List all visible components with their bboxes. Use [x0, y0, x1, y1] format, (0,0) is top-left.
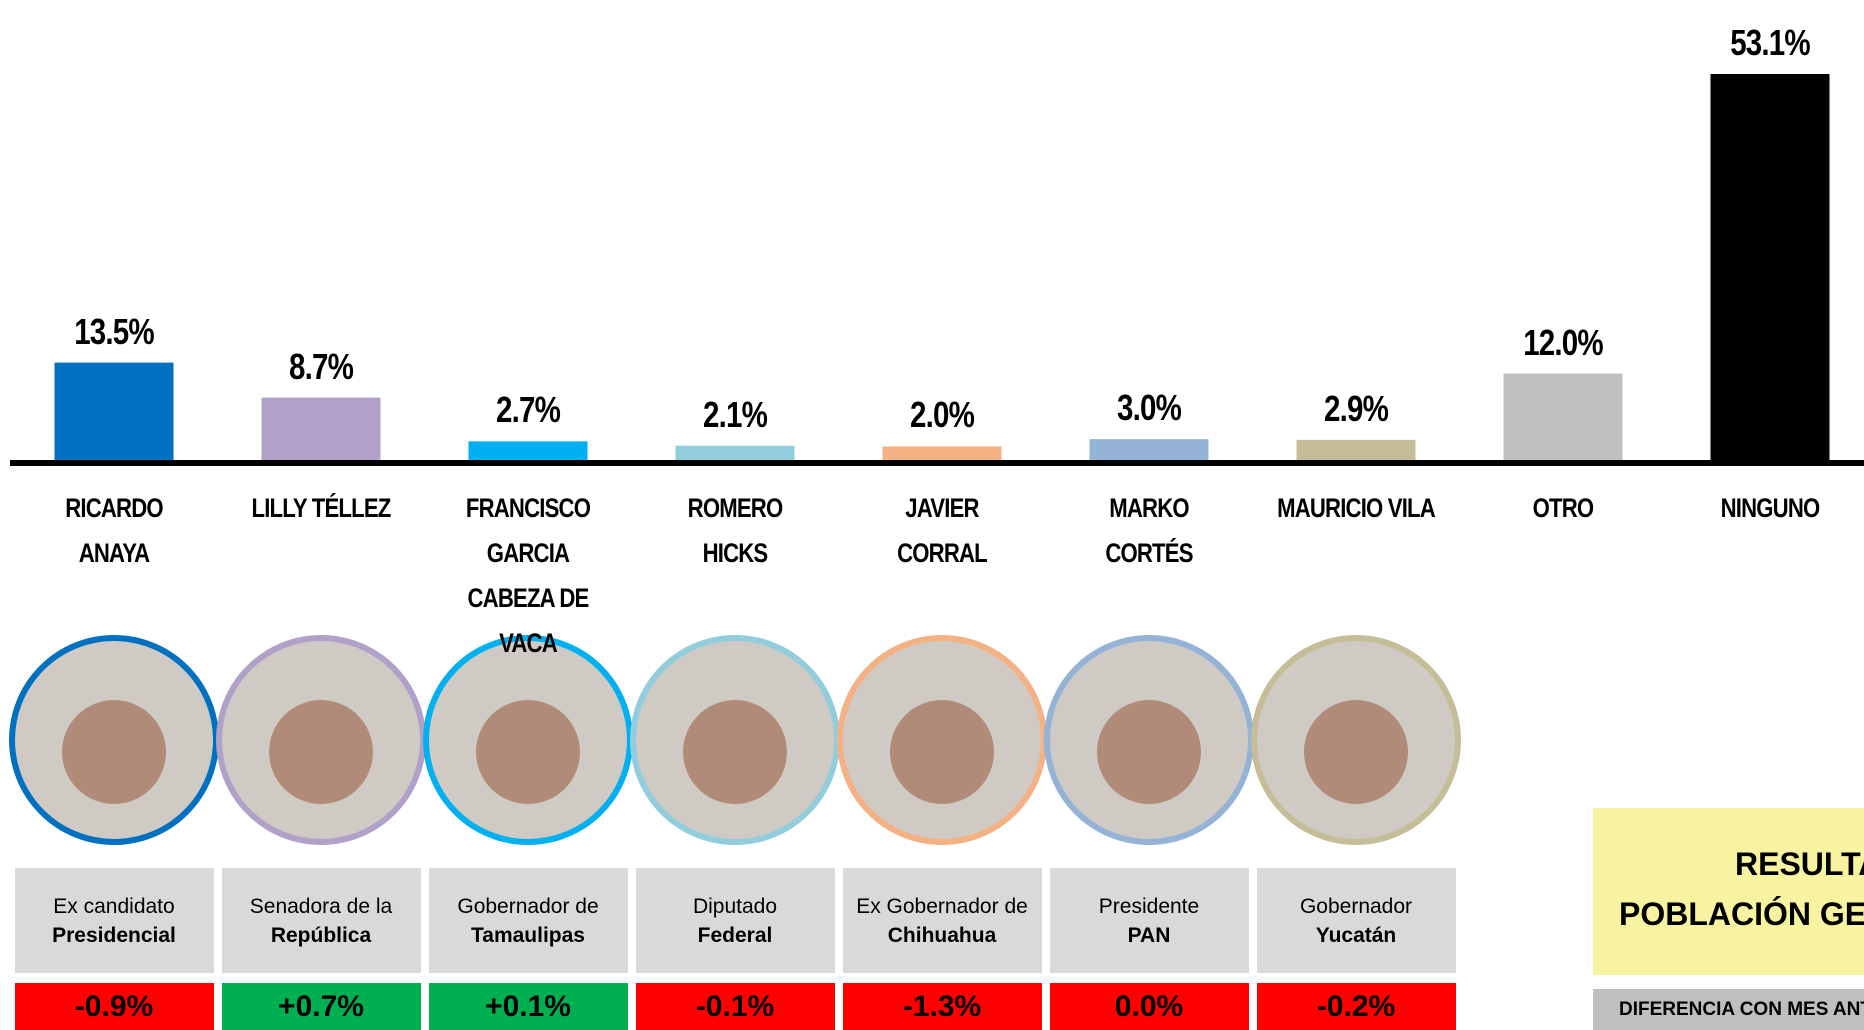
legend-title: RESULTAD	[1735, 846, 1864, 882]
legend-footer: DIFERENCIA CON MES ANTERIO	[1619, 999, 1864, 1020]
baseline	[10, 460, 1864, 466]
role-title: Yucatán	[1315, 924, 1397, 947]
bar	[54, 362, 174, 461]
category-label: RICARDO ANAYA	[65, 493, 163, 568]
legend-subtitle: POBLACIÓN GENERA	[1619, 896, 1864, 932]
value-label: 2.1%	[702, 393, 768, 435]
change-label: -1.3%	[842, 983, 1042, 1030]
category-label: JAVIER CORRAL	[897, 493, 988, 568]
value-label: 13.5%	[74, 310, 154, 352]
category-label: LILLY TÉLLEZ	[251, 493, 391, 523]
value-label: 53.1%	[1730, 22, 1810, 63]
role-line: Ex candidato	[53, 895, 175, 918]
value-label: 2.7%	[495, 389, 561, 431]
category-label: OTRO	[1532, 493, 1594, 523]
legend-box: RESULTAD POBLACIÓN GENERA	[1593, 808, 1864, 975]
bar	[1089, 439, 1209, 461]
change-label: 0.0%	[1049, 983, 1249, 1030]
category-label: MAURICIO VILA	[1277, 493, 1436, 523]
role-line: Gobernador de	[457, 895, 599, 918]
role-line: Ex Gobernador de	[856, 895, 1028, 918]
role-title: Presidencial	[52, 924, 176, 947]
role-line: Senadora de la	[249, 895, 393, 918]
value-label: 8.7%	[288, 345, 354, 387]
photo-face	[890, 700, 994, 804]
role-title: Tamaulipas	[471, 924, 585, 947]
role-line: Gobernador	[1299, 895, 1413, 918]
role-line: Diputado	[692, 895, 778, 918]
role-line: Presidente	[1098, 895, 1200, 918]
role-title: Chihuahua	[887, 924, 997, 947]
photo-face	[62, 700, 166, 804]
photo-face	[1097, 700, 1201, 804]
role-card: Gobernador de Tamaulipas	[428, 868, 628, 973]
photo-face	[269, 700, 373, 804]
role-card: Gobernador Yucatán	[1256, 868, 1456, 973]
category-label: NINGUNO	[1720, 493, 1821, 523]
change-label: +0.7%	[221, 983, 421, 1030]
role-card: Presidente PAN	[1049, 868, 1249, 973]
role-title: Federal	[697, 924, 773, 947]
role-title: PAN	[1127, 924, 1171, 947]
value-label: 3.0%	[1116, 387, 1182, 429]
bar	[882, 446, 1002, 461]
legend-footer-box: DIFERENCIA CON MES ANTERIO	[1593, 989, 1864, 1030]
bar	[261, 397, 381, 461]
change-label: -0.2%	[1256, 983, 1456, 1030]
photo-face	[476, 700, 580, 804]
photo-face	[1304, 700, 1408, 804]
role-card: Senadora de la República	[221, 868, 421, 973]
role-title: República	[270, 924, 372, 947]
value-label: 12.0%	[1523, 321, 1603, 363]
value-label: 2.9%	[1323, 387, 1389, 429]
bar	[1503, 373, 1623, 461]
category-label: MARKO CORTÉS	[1105, 493, 1193, 568]
bar	[1296, 439, 1416, 461]
change-label: +0.1%	[428, 983, 628, 1030]
bar	[1710, 74, 1830, 461]
role-card: Ex candidato Presidencial	[14, 868, 214, 973]
role-card: Diputado Federal	[635, 868, 835, 973]
bar	[468, 441, 588, 461]
change-label: -0.9%	[14, 983, 214, 1030]
value-label: 2.0%	[909, 394, 975, 436]
role-card: Ex Gobernador de Chihuahua	[842, 868, 1042, 973]
category-label: FRANCISCO GARCIA CABEZA DE VACA	[465, 493, 591, 658]
bar	[675, 445, 795, 461]
photo-face	[683, 700, 787, 804]
category-label: ROMERO HICKS	[687, 493, 784, 568]
change-label: -0.1%	[635, 983, 835, 1030]
